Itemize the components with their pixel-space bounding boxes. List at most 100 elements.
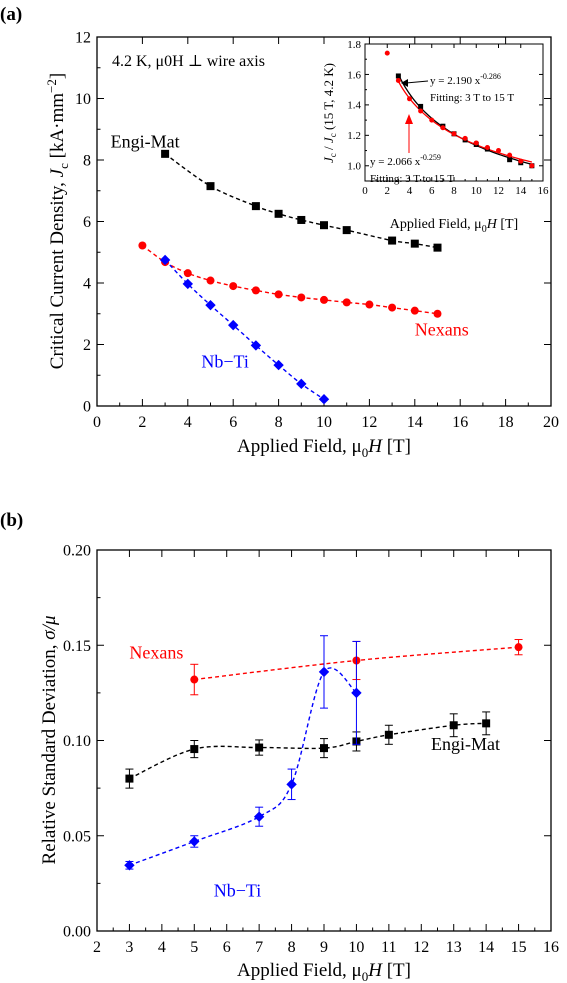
panel-a-nexans-point-11 — [388, 303, 397, 312]
panel-b-engi-mat-point-2 — [255, 743, 264, 752]
panel-a-engi-mat-point-3 — [274, 209, 283, 218]
inset-series-0-point-0 — [395, 73, 401, 79]
panel-b-x-tick-label-5: 7 — [255, 939, 263, 956]
inset-series-1-point-11 — [507, 152, 513, 158]
panel-a-nexans-point-12 — [410, 306, 419, 315]
inset-x-axis-label: Applied Field, μ0H [T] — [390, 217, 518, 235]
panel-a-engi-mat-point-6 — [342, 226, 351, 235]
panel-a-x-tick-label-4: 8 — [275, 414, 283, 431]
panel-a-nb-ti-point-1 — [182, 278, 193, 290]
panel-b-nb-ti-line — [129, 667, 357, 866]
panel-a-nb-ti-point-6 — [296, 378, 307, 390]
panel-a-nb-ti-point-7 — [318, 394, 330, 405]
panel-a-y-tick-label-1: 2 — [83, 337, 91, 354]
panel-b-x-axis-label: Applied Field, μ0H [T] — [237, 960, 411, 983]
inset-fit-red-equation: y = 2.066 x-0.259 — [370, 153, 441, 168]
panel-a-x-tick-label-9: 18 — [498, 414, 514, 431]
panel-a-engi-mat-point-4 — [297, 215, 306, 224]
panel-b-nb-ti-point-3 — [286, 779, 297, 790]
panel-b-y-axis-label: Relative Standard Deviation, σ/μ — [39, 616, 60, 865]
inset-fit-red-range: Fitting: 3 T to 15 T — [370, 173, 454, 185]
panel-b-y-tick-label-1: 0.05 — [63, 828, 91, 845]
panel-a-nb-ti-point-3 — [228, 319, 239, 331]
panel-a-x-tick-label-7: 14 — [407, 414, 423, 431]
panel-a-x-tick-label-3: 6 — [229, 414, 237, 431]
inset-series-1-point-8 — [473, 140, 479, 146]
panel-b-nb-ti-series-label: Nb−Ti — [214, 881, 262, 901]
inset-x-tick-label-8: 16 — [538, 185, 550, 197]
panel-a-nexans-point-9 — [342, 298, 351, 307]
panel-b-y-tick-label-4: 0.20 — [63, 543, 91, 560]
inset-plot: Applied Field, μ0H [T] Jc / Jc (15 T, 4.… — [321, 39, 549, 235]
panel-b-engi-mat-point-7 — [482, 719, 491, 728]
panel-b-nexans-point-2 — [514, 643, 523, 652]
panel-a-y-tick-label-6: 12 — [75, 30, 91, 47]
inset-series-0-point-1 — [418, 103, 424, 109]
inset-x-tick-label-3: 6 — [429, 185, 435, 197]
inset-x-tick-label-2: 4 — [407, 185, 413, 197]
panel-a-engi-mat-line — [164, 153, 438, 249]
inset-x-tick-label-0: 0 — [362, 185, 368, 197]
panel-b-y-tick-label-3: 0.15 — [63, 638, 91, 655]
panel-b-x-tick-label-7: 9 — [320, 939, 328, 956]
panel-b-x-tick-label-2: 4 — [158, 939, 166, 956]
panel-b-nb-ti-point-0 — [124, 860, 135, 871]
panel-b-marks: Nexans Engi-Mat Nb−Ti — [124, 635, 523, 901]
panel-a-nexans-point-8 — [320, 295, 328, 304]
panel-a-label: (a) — [0, 4, 22, 25]
panel-a-x-tick-label-5: 10 — [316, 414, 332, 431]
panel-a-nexans-point-10 — [365, 300, 374, 309]
inset-series-1-point-1 — [395, 78, 401, 84]
panel-b-x-tick-label-9: 11 — [381, 939, 396, 956]
inset-series-1-point-9 — [484, 145, 490, 151]
panel-a-y-tick-label-3: 6 — [83, 214, 91, 231]
panel-a: (a) 4.2 K, μ0H ⊥ wire axis Applied Field… — [0, 4, 559, 460]
inset-series-1-point-7 — [462, 135, 468, 141]
panel-a-engi-mat-point-9 — [433, 243, 442, 252]
inset-fit-labels: y = 2.190 x-0.286 Fitting: 3 T to 15 T y =… — [370, 72, 514, 185]
panel-b-x-tick-label-0: 2 — [93, 939, 101, 956]
panel-a-engi-mat-point-0 — [161, 149, 170, 158]
panel-b-x-tick-label-3: 5 — [190, 939, 198, 956]
panel-b-engi-mat-point-5 — [384, 730, 393, 739]
inset-series-1-point-10 — [496, 148, 501, 154]
panel-a-engi-mat-point-7 — [388, 236, 397, 245]
panel-b-x-tick-label-10: 12 — [413, 939, 429, 956]
panel-b-x-tick-label-8: 10 — [348, 939, 364, 956]
panel-b-nb-ti-point-2 — [253, 811, 265, 822]
panel-b-engi-mat-point-3 — [320, 744, 328, 753]
panel-a-nexans-point-4 — [229, 282, 238, 291]
inset-series-1-point-6 — [451, 131, 457, 137]
inset-x-tick-label-6: 12 — [493, 185, 504, 197]
panel-a-nexans-point-13 — [433, 309, 442, 318]
panel-a-nexans-line — [141, 244, 438, 315]
panel-a-nexans-point-0 — [138, 241, 147, 250]
inset-series-1-point-2 — [407, 96, 412, 102]
panel-a-y-tick-label-5: 10 — [75, 91, 91, 108]
panel-a-nb-ti-point-0 — [159, 254, 171, 266]
panel-a-y-axis-label: Critical Current Density, Jc [kA·mm−2] — [44, 73, 71, 369]
inset-series-1-point-4 — [429, 117, 435, 123]
panel-a-nb-ti-point-5 — [273, 359, 284, 371]
panel-a-x-axis-label: Applied Field, μ0H [T] — [237, 436, 411, 460]
inset-x-tick-label-7: 14 — [515, 185, 527, 197]
panel-b-engi-mat-point-0 — [125, 774, 134, 783]
inset-y-tick-label-4: 1.8 — [347, 39, 361, 51]
panel-a-y-tick-label-2: 4 — [83, 276, 91, 293]
panel-b-nb-ti-point-5 — [351, 687, 362, 699]
panel-a-nb-ti-point-4 — [250, 340, 262, 351]
inset-black-arrow-head — [401, 79, 408, 87]
panel-a-x-tick-label-1: 2 — [138, 414, 146, 431]
panel-a-y-tick-label-4: 8 — [83, 153, 91, 170]
inset-y-tick-label-0: 1.0 — [347, 161, 361, 173]
panel-a-x-tick-label-6: 12 — [361, 414, 377, 431]
panel-b-axes: 2 3 4 5 6 7 8 9 10 11 12 13 14 15 16 0.00 0.05 0.10 0.15 0.… — [63, 543, 559, 956]
inset-axes: 0 2 4 6 8 10 12 14 16 1.0 1.2 1.4 1.6 1.8 — [347, 39, 549, 197]
panel-b-engi-mat-series-label: Engi-Mat — [431, 734, 500, 754]
inset-x-tick-label-4: 8 — [451, 185, 457, 197]
panel-a-engi-mat-point-8 — [410, 239, 419, 248]
inset-series-1-point-3 — [418, 108, 424, 114]
panel-a-y-tick-label-0: 0 — [83, 399, 91, 416]
inset-series-0-point-7 — [507, 157, 513, 163]
panel-a-marks: Engi-Mat Nexans Nb−Ti — [111, 132, 469, 405]
